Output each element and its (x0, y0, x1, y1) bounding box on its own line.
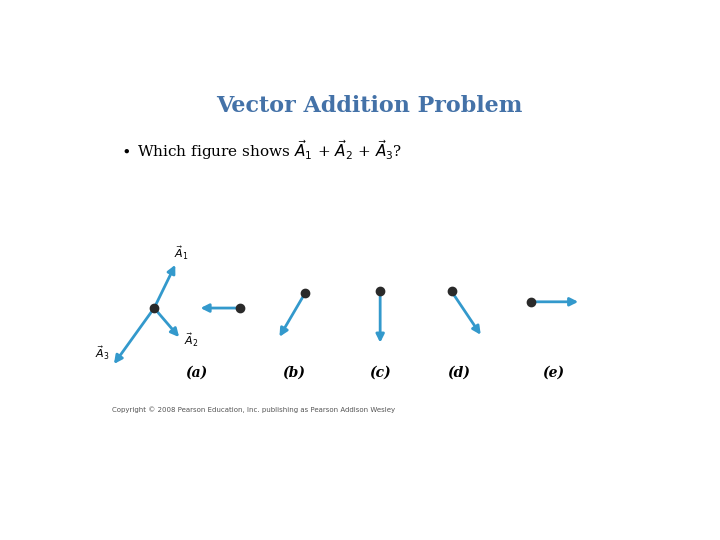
Text: (c): (c) (369, 366, 391, 380)
Text: Copyright © 2008 Pearson Education, Inc. publishing as Pearson Addison Wesley: Copyright © 2008 Pearson Education, Inc.… (112, 407, 395, 413)
Text: $\vec{A}_3$: $\vec{A}_3$ (95, 344, 109, 362)
Text: (d): (d) (447, 366, 469, 380)
Text: $\bullet$: $\bullet$ (121, 143, 130, 158)
Text: Vector Addition Problem: Vector Addition Problem (216, 96, 522, 117)
Text: (b): (b) (282, 366, 305, 380)
Text: (e): (e) (542, 366, 564, 380)
Text: $\vec{A}_2$: $\vec{A}_2$ (184, 332, 198, 349)
Text: $\vec{A}_1$: $\vec{A}_1$ (174, 245, 188, 262)
Text: (a): (a) (185, 366, 207, 380)
Text: Which figure shows $\vec{A}_1$ + $\vec{A}_2$ + $\vec{A}_3$?: Which figure shows $\vec{A}_1$ + $\vec{A… (138, 138, 402, 162)
